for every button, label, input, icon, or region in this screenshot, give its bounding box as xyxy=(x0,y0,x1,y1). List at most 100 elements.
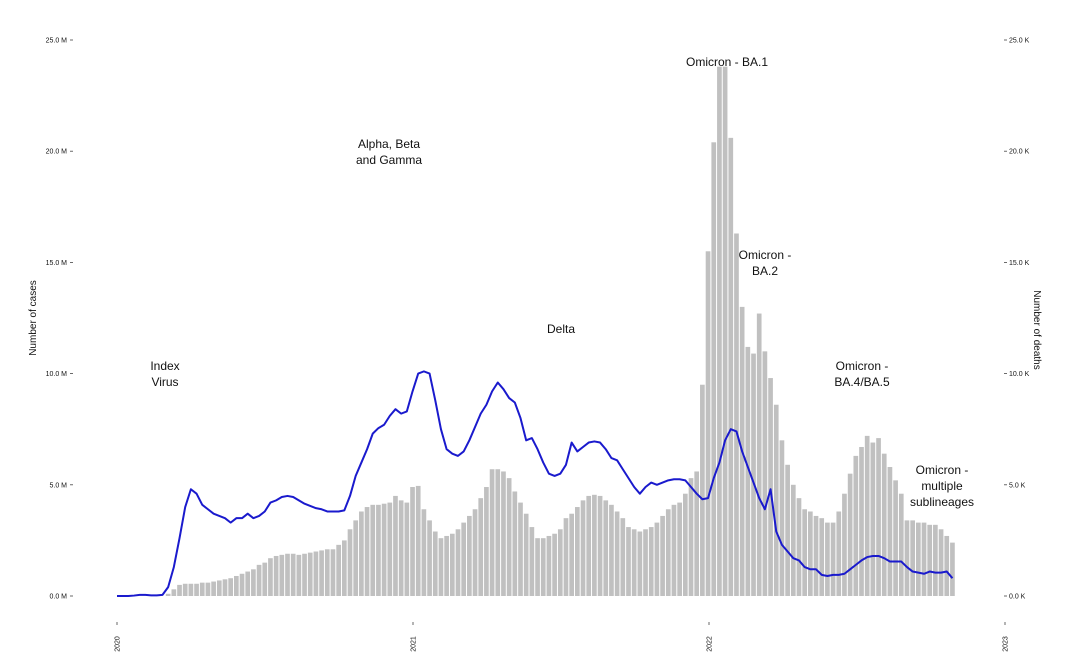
annotation-line: sublineages xyxy=(910,495,974,509)
y2-axis-label: Number of deaths xyxy=(1031,290,1042,370)
bar xyxy=(245,571,251,596)
bar xyxy=(802,509,808,596)
bar xyxy=(461,522,467,596)
bar xyxy=(421,509,427,596)
bar xyxy=(449,533,455,596)
bar xyxy=(313,551,319,596)
bar xyxy=(285,553,290,596)
x-tick-label: 2023 xyxy=(1003,636,1010,652)
bar xyxy=(745,346,751,596)
bar xyxy=(472,509,478,596)
bar xyxy=(910,520,915,596)
bar xyxy=(927,524,933,596)
bar xyxy=(324,549,330,596)
bar xyxy=(592,494,597,596)
y-tick-label: 10.0 M xyxy=(46,371,68,378)
bar xyxy=(467,515,472,596)
bar xyxy=(790,484,796,596)
bar xyxy=(359,511,364,596)
bar xyxy=(387,502,393,596)
bar xyxy=(495,469,501,596)
bar xyxy=(660,515,665,596)
bar xyxy=(279,554,285,596)
bar xyxy=(552,533,557,596)
x-tick-label: 2022 xyxy=(707,636,714,652)
bar xyxy=(353,520,359,596)
bar xyxy=(330,549,336,596)
annotation-line: BA.4/BA.5 xyxy=(834,375,890,389)
bar xyxy=(870,442,876,596)
bar xyxy=(262,562,268,596)
bar xyxy=(853,455,859,596)
bar xyxy=(370,504,376,596)
bar xyxy=(228,578,234,596)
x-tick-label: 2020 xyxy=(115,636,122,652)
y2-tick-label: 20.0 K xyxy=(1009,149,1030,156)
x-tick-label: 2021 xyxy=(411,636,418,652)
bar xyxy=(717,66,722,597)
bar xyxy=(643,529,648,596)
bar xyxy=(268,558,273,596)
annotation: Omicron - BA.4/BA.5 xyxy=(834,359,890,389)
y2-tick-label: 15.0 K xyxy=(1009,260,1030,267)
bar xyxy=(501,471,506,596)
bar xyxy=(438,538,444,596)
bar xyxy=(216,580,222,596)
y-tick-label: 20.0 M xyxy=(46,149,68,156)
bar xyxy=(836,511,842,596)
annotation: Alpha, Beta and Gamma xyxy=(356,137,422,167)
bar xyxy=(893,480,898,596)
bar xyxy=(654,522,660,596)
bar xyxy=(194,583,199,596)
bar xyxy=(398,500,404,596)
bar xyxy=(404,502,410,596)
y2-tick-label: 25.0 K xyxy=(1009,38,1030,45)
bar xyxy=(637,531,643,596)
y-tick-label: 0.0 M xyxy=(49,594,67,601)
bar xyxy=(512,491,518,596)
annotation: Omicron - BA.1 xyxy=(686,55,768,69)
bar xyxy=(432,531,438,596)
bar xyxy=(381,503,387,596)
bar xyxy=(842,493,847,596)
bar xyxy=(825,522,830,596)
annotation-line: Omicron - xyxy=(836,359,889,373)
bar xyxy=(489,469,495,596)
bar xyxy=(535,538,540,596)
bar xyxy=(455,529,461,596)
bar xyxy=(188,583,194,596)
bar xyxy=(506,478,512,596)
bar xyxy=(586,495,592,596)
bar xyxy=(347,529,353,596)
bar xyxy=(665,509,671,596)
y2-tick-label: 0.0 K xyxy=(1009,594,1026,601)
bar xyxy=(211,581,216,596)
annotation-line: BA.2 xyxy=(752,264,778,278)
bar xyxy=(751,353,756,596)
annotation-line: and Gamma xyxy=(356,153,422,167)
annotation: Omicron - BA.2 xyxy=(739,248,792,278)
y-axis-label: Number of cases xyxy=(28,280,39,356)
y2-tick-label: 5.0 K xyxy=(1009,482,1026,489)
bar xyxy=(762,351,768,596)
bar xyxy=(415,485,421,596)
bar xyxy=(688,478,694,596)
bar xyxy=(950,542,955,596)
bar xyxy=(859,446,864,596)
bar xyxy=(620,518,626,596)
bar xyxy=(796,498,802,596)
bar xyxy=(813,515,819,596)
bar xyxy=(734,233,739,596)
annotation-line: Index xyxy=(150,359,179,373)
bar xyxy=(177,584,182,596)
bar xyxy=(557,529,563,596)
bar xyxy=(722,66,728,597)
y2-tick-label: 10.0 K xyxy=(1009,371,1030,378)
annotation: Omicron - multiple sublineages xyxy=(910,463,974,509)
bar xyxy=(376,504,381,596)
bar xyxy=(711,142,717,596)
bar xyxy=(540,538,546,596)
annotation-line: Omicron - xyxy=(916,463,969,477)
bar xyxy=(290,553,296,596)
bar xyxy=(580,500,586,596)
